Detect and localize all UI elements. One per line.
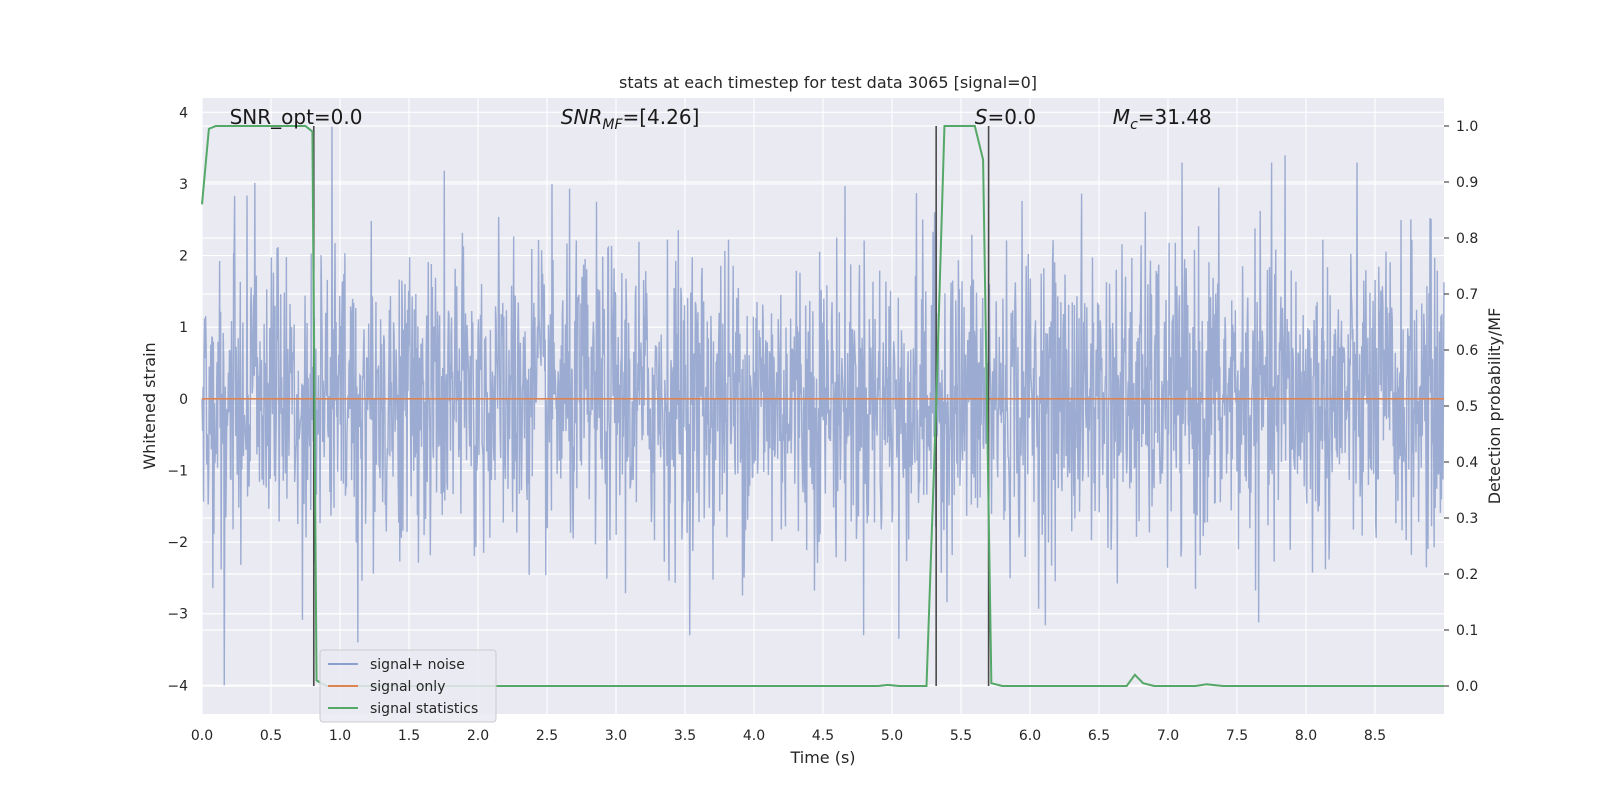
y-right-tick-label: 0.2 bbox=[1456, 567, 1478, 583]
x-tick-label: 3.0 bbox=[605, 728, 627, 744]
y-tick-label: −1 bbox=[167, 463, 188, 479]
x-tick-label: 8.5 bbox=[1364, 728, 1386, 744]
x-tick-label: 8.0 bbox=[1295, 728, 1317, 744]
annotation-1: SNRMF=[4.26] bbox=[561, 105, 700, 133]
y-right-tick-label: 0.4 bbox=[1456, 455, 1478, 471]
chart-title: stats at each timestep for test data 306… bbox=[619, 73, 1037, 92]
x-tick-label: 4.0 bbox=[743, 728, 765, 744]
x-tick-label: 0.0 bbox=[191, 728, 213, 744]
y-tick-label: −3 bbox=[167, 607, 188, 623]
y-ticks-left: 4 3 2 1 0 −1 −2 −3 −4 bbox=[167, 105, 188, 694]
legend-label-signal-only: signal only bbox=[370, 679, 445, 695]
y-right-tick-label: 0.3 bbox=[1456, 511, 1478, 527]
legend: signal+ noise signal only signal statist… bbox=[319, 649, 497, 723]
x-tick-label: 7.5 bbox=[1226, 728, 1248, 744]
signal-statistics-line bbox=[201, 125, 1444, 687]
x-tick-label: 0.5 bbox=[260, 728, 282, 744]
annotations: SNR_opt=0.0 SNRMF=[4.26] S=0.0 Mc=31.48 bbox=[230, 105, 1212, 133]
y-right-tick-label: 0.8 bbox=[1456, 231, 1478, 247]
annotation-2: S=0.0 bbox=[975, 105, 1036, 129]
y-right-tick-label: 1.0 bbox=[1456, 119, 1478, 135]
legend-label-signal-noise: signal+ noise bbox=[370, 657, 465, 673]
x-tick-label: 7.0 bbox=[1157, 728, 1179, 744]
signal-statistics-series bbox=[201, 125, 1444, 687]
legend-label-signal-statistics: signal statistics bbox=[370, 701, 478, 717]
y-tick-label: 4 bbox=[179, 105, 188, 121]
annotation-3: Mc=31.48 bbox=[1113, 105, 1212, 133]
y-ticks-right: 1.0 0.9 0.8 0.7 0.6 0.5 0.4 0.3 0.2 0.1 0.0 bbox=[1444, 119, 1478, 695]
y-right-tick-label: 0.7 bbox=[1456, 287, 1478, 303]
annotation-0: SNR_opt=0.0 bbox=[230, 105, 363, 129]
x-tick-label: 1.5 bbox=[398, 728, 420, 744]
x-tick-label: 5.0 bbox=[881, 728, 903, 744]
x-tick-label: 2.5 bbox=[536, 728, 558, 744]
x-tick-label: 2.0 bbox=[467, 728, 489, 744]
x-ticks: 0.0 0.5 1.0 1.5 2.0 2.5 3.0 3.5 4.0 4.5 5.0 5.5 6.0 6… bbox=[191, 728, 1386, 744]
y-tick-label: 3 bbox=[179, 177, 188, 193]
x-tick-label: 3.5 bbox=[674, 728, 696, 744]
x-tick-label: 6.0 bbox=[1019, 728, 1041, 744]
y-tick-label: 0 bbox=[179, 392, 188, 408]
y-right-tick-label: 0.5 bbox=[1456, 399, 1478, 415]
y-right-tick-label: 0.6 bbox=[1456, 343, 1478, 359]
y-tick-label: 2 bbox=[179, 249, 188, 265]
y-axis-label-right: Detection probability/MF bbox=[1485, 308, 1504, 505]
x-tick-label: 5.5 bbox=[950, 728, 972, 744]
y-right-tick-label: 0.1 bbox=[1456, 623, 1478, 639]
y-axis-label: Whitened strain bbox=[140, 342, 159, 469]
x-tick-label: 1.0 bbox=[329, 728, 351, 744]
signal-noise-line bbox=[201, 126, 1445, 686]
x-tick-label: 6.5 bbox=[1088, 728, 1110, 744]
y-right-tick-label: 0.9 bbox=[1456, 175, 1478, 191]
signal-noise-series bbox=[201, 126, 1445, 686]
y-right-tick-label: 0.0 bbox=[1456, 679, 1478, 695]
legend-box bbox=[319, 649, 497, 723]
y-tick-label: −4 bbox=[167, 678, 188, 694]
x-axis-label: Time (s) bbox=[789, 748, 855, 767]
y-tick-label: −2 bbox=[167, 535, 188, 551]
y-tick-label: 1 bbox=[179, 320, 188, 336]
x-tick-label: 4.5 bbox=[812, 728, 834, 744]
